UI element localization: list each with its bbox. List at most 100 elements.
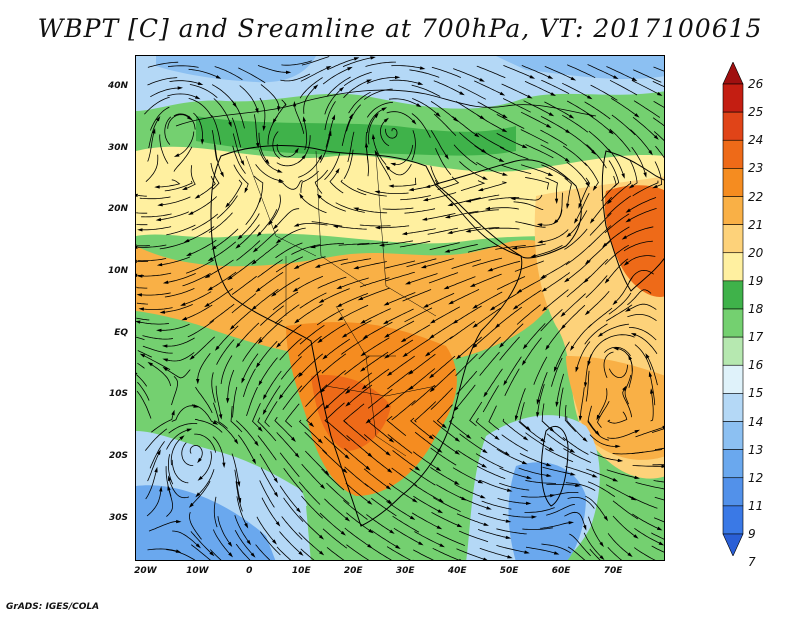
streamline — [430, 101, 456, 121]
streamline-arrow — [292, 287, 298, 292]
streamline — [348, 91, 371, 114]
streamline-arrow — [276, 342, 281, 348]
streamline-arrow — [444, 249, 450, 253]
streamline-arrow — [317, 438, 323, 444]
arabia-outline — [434, 159, 582, 259]
streamline — [518, 421, 544, 441]
streamline — [385, 271, 415, 282]
streamline-arrow — [482, 176, 488, 180]
streamline-arrow — [137, 274, 143, 278]
streamline-arrow — [255, 108, 259, 114]
streamline — [608, 160, 620, 188]
streamline — [584, 101, 611, 120]
streamline-arrow — [251, 559, 253, 560]
streamline-arrow — [522, 144, 528, 149]
streamline-arrow — [225, 202, 230, 208]
colorbar-label: 21 — [748, 217, 764, 232]
streamline-arrow — [422, 197, 429, 202]
streamline — [502, 418, 526, 439]
streamline — [544, 272, 570, 291]
streamline-arrow — [182, 186, 188, 190]
streamline-arrow — [420, 264, 427, 269]
streamline-arrow — [648, 150, 653, 156]
streamline — [167, 65, 199, 68]
streamline — [453, 68, 482, 81]
streamline — [322, 528, 348, 549]
streamline — [585, 275, 608, 298]
streamline — [166, 224, 196, 236]
streamline — [525, 432, 552, 450]
streamline-arrow — [555, 401, 559, 408]
streamline — [588, 130, 612, 154]
streamline-arrow — [186, 252, 192, 256]
streamline-arrow — [156, 449, 161, 455]
streamline-arrow — [186, 115, 193, 121]
streamline — [604, 244, 630, 265]
streamline — [425, 292, 455, 307]
streamline — [520, 164, 551, 176]
streamline — [537, 372, 548, 402]
streamline — [447, 244, 478, 252]
streamline-arrow — [388, 184, 394, 188]
streamline — [269, 194, 281, 224]
streamline — [425, 213, 456, 220]
streamline — [366, 101, 393, 118]
streamline-arrow — [560, 312, 566, 317]
streamline — [345, 482, 370, 504]
streamline-arrow — [536, 412, 540, 418]
streamline — [190, 196, 217, 214]
streamline-arrow — [546, 462, 552, 467]
europe-outline — [175, 89, 597, 127]
streamline — [322, 67, 350, 85]
streamline-arrow — [292, 559, 293, 560]
map-panel[interactable] — [135, 55, 665, 561]
streamline-arrow — [584, 310, 590, 316]
streamline — [257, 417, 277, 442]
streamline — [405, 337, 432, 356]
streamline-arrow — [324, 470, 330, 476]
streamline — [140, 272, 172, 277]
streamline-arrow — [156, 263, 163, 267]
streamline-arrow — [424, 351, 431, 357]
streamline-arrow — [366, 79, 372, 83]
streamline — [326, 386, 350, 408]
streamline — [458, 336, 482, 358]
streamline — [191, 213, 219, 231]
streamline — [343, 149, 354, 180]
streamline-arrow — [275, 239, 281, 244]
streamline-arrow — [228, 552, 233, 558]
streamline-arrow — [448, 300, 454, 305]
colorbar-label: 9 — [748, 527, 756, 541]
streamline — [430, 466, 457, 484]
streamline — [343, 80, 369, 99]
lon-label: 50E — [499, 566, 519, 576]
streamline — [566, 161, 589, 185]
streamline — [606, 258, 629, 282]
streamline-arrow — [472, 343, 478, 349]
streamline-arrow — [301, 560, 306, 561]
streamline-arrow — [658, 541, 664, 546]
streamline — [171, 405, 196, 422]
streamline — [235, 481, 243, 512]
streamline — [363, 468, 389, 489]
streamline — [150, 363, 171, 387]
streamline — [597, 401, 610, 428]
streamline-arrow — [395, 544, 401, 549]
streamline — [455, 353, 478, 377]
streamline — [497, 498, 528, 504]
streamline — [346, 544, 370, 560]
streamline — [189, 444, 203, 461]
streamline — [157, 179, 181, 188]
streamline — [492, 292, 520, 310]
colorbar-label: 24 — [748, 133, 764, 148]
streamline-arrow — [299, 193, 304, 199]
streamline — [501, 434, 528, 452]
streamline — [469, 401, 483, 427]
streamline-arrow — [162, 344, 168, 348]
streamline — [346, 512, 372, 532]
streamline-arrow — [657, 559, 659, 560]
streamline-arrow — [531, 515, 537, 519]
streamline — [279, 452, 300, 478]
streamline — [324, 153, 341, 180]
streamline-arrow — [256, 231, 262, 237]
